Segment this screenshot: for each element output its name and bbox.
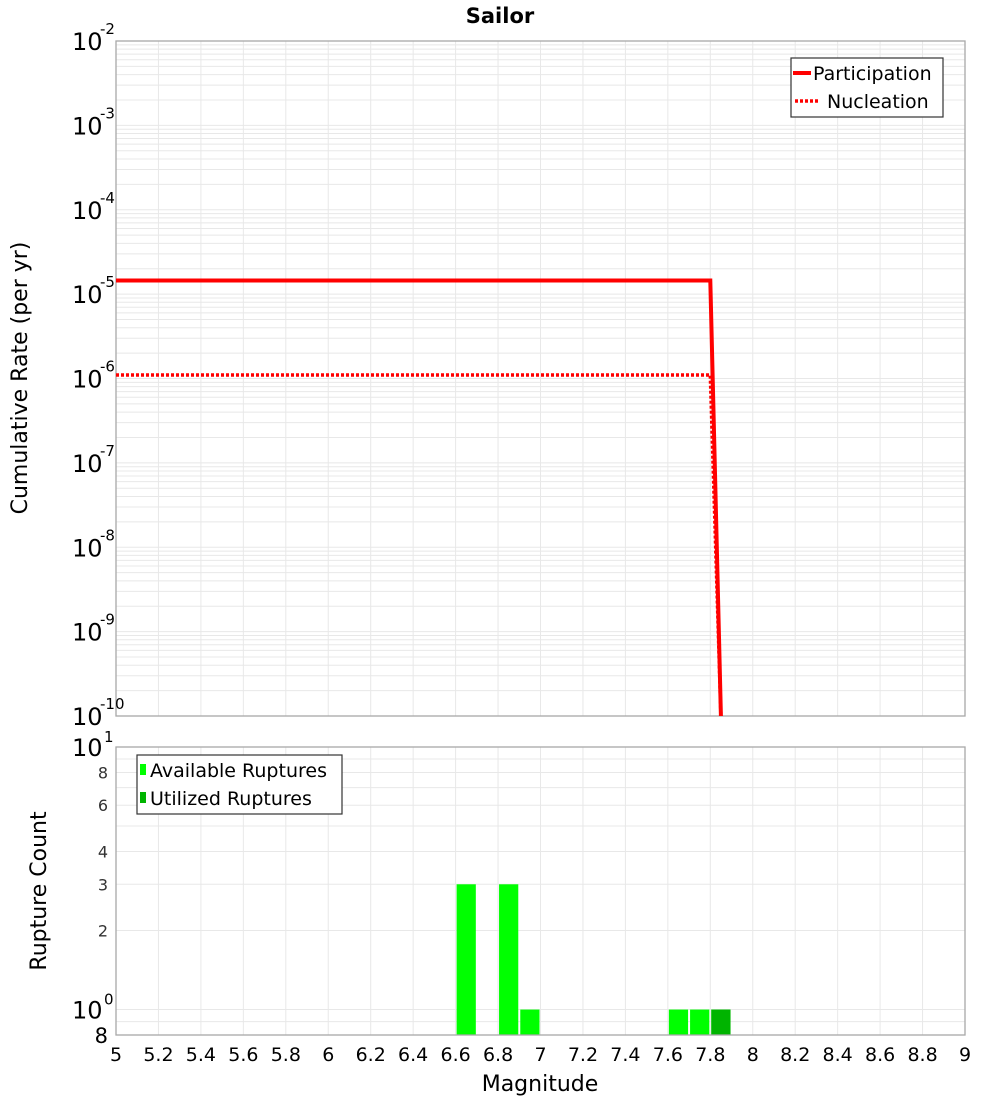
available-ruptures-bar (499, 884, 519, 1035)
svg-text:10: 10 (72, 281, 103, 309)
x-tick-label: 6.2 (356, 1044, 386, 1066)
x-tick-label: 7 (534, 1044, 546, 1066)
x-tick-label: 8.6 (865, 1044, 895, 1066)
svg-text:10: 10 (72, 112, 103, 140)
svg-text:1: 1 (104, 728, 114, 746)
rate-plot-grid (116, 41, 966, 717)
x-tick-label: 5.8 (271, 1044, 301, 1066)
y-tick-label: 10-3 (72, 104, 115, 140)
x-tick-label: 7.4 (610, 1044, 640, 1066)
available-ruptures-bar (668, 1009, 689, 1035)
svg-text:10: 10 (72, 703, 103, 731)
svg-text:-2: -2 (100, 20, 115, 38)
svg-text:-7: -7 (100, 442, 115, 460)
x-tick-label: 5.4 (186, 1044, 216, 1066)
svg-text:10: 10 (72, 28, 103, 56)
count-legend: Available Ruptures Utilized Ruptures (136, 754, 343, 815)
x-axis-label: Magnitude (482, 1072, 599, 1097)
svg-text:-9: -9 (100, 611, 115, 629)
available-legend-swatch (140, 764, 146, 775)
y-tick-label: 2 (98, 922, 108, 941)
y-tick-label: 10-8 (72, 526, 115, 562)
svg-text:10: 10 (72, 619, 103, 647)
y-tick-label: 6 (98, 796, 108, 815)
rate-series (116, 278, 723, 717)
x-tick-label: 8.2 (780, 1044, 810, 1066)
y-tick-label: 10-7 (72, 442, 115, 478)
x-tick-label: 5.6 (228, 1044, 258, 1066)
count-y-axis-label: Rupture Count (27, 811, 52, 971)
utilized-ruptures-bar (711, 1009, 731, 1035)
svg-text:10: 10 (72, 366, 103, 394)
y-tick-label: 10-5 (72, 273, 115, 309)
count-bars (456, 884, 731, 1035)
legend-participation: Participation (813, 63, 932, 85)
svg-text:10: 10 (72, 197, 103, 225)
y-tick-label: 10-10 (72, 695, 125, 731)
legend-available: Available Ruptures (150, 760, 327, 782)
x-tick-label: 5.2 (143, 1044, 173, 1066)
x-tick-label: 7.8 (695, 1044, 725, 1066)
x-tick-label: 6.6 (440, 1044, 470, 1066)
svg-text:-10: -10 (100, 695, 125, 713)
x-tick-label: 6 (322, 1044, 334, 1066)
svg-text:-4: -4 (100, 189, 115, 207)
svg-text:10: 10 (72, 450, 103, 478)
x-tick-label: 7.2 (568, 1044, 598, 1066)
nucleation-line (116, 373, 723, 717)
available-ruptures-bar (690, 1009, 710, 1035)
x-tick-label: 8.8 (907, 1044, 937, 1066)
x-tick-label: 8 (747, 1044, 759, 1066)
available-ruptures-bar (456, 884, 476, 1035)
legend-nucleation: Nucleation (827, 91, 929, 113)
y-tick-label: 4 (98, 842, 108, 861)
chart-title: Sailor (466, 4, 535, 28)
available-ruptures-bar (520, 1009, 540, 1035)
y-tick-label: 10 0 (72, 991, 114, 1025)
x-tick-label: 7.6 (653, 1044, 683, 1066)
y-tick-label: 10-4 (72, 189, 115, 225)
utilized-legend-swatch (140, 792, 146, 803)
svg-text:10: 10 (72, 997, 103, 1025)
x-tick-label: 5 (110, 1044, 122, 1066)
y-tick-label: 8 (98, 763, 108, 782)
y-tick-label: 10 1 (72, 728, 114, 762)
y-tick-label: 3 (98, 875, 108, 894)
x-tick-label: 9 (959, 1044, 971, 1066)
svg-text:-8: -8 (100, 526, 115, 544)
x-tick-label: 6.4 (398, 1044, 428, 1066)
x-tick-label: 8.4 (823, 1044, 853, 1066)
rate-y-tick-labels: 10-210-310-410-510-610-710-810-910-10 (72, 20, 125, 731)
svg-text:10: 10 (72, 534, 103, 562)
y-tick-label: 8 (95, 1024, 108, 1048)
legend-utilized: Utilized Ruptures (150, 788, 312, 810)
svg-text:-5: -5 (100, 273, 115, 291)
svg-text:-3: -3 (100, 104, 115, 122)
rate-y-axis-label: Cumulative Rate (per yr) (8, 242, 33, 515)
svg-text:10: 10 (72, 734, 103, 762)
rate-legend: Participation Nucleation (790, 57, 944, 118)
x-tick-labels: 5 5.2 5.4 5.6 5.8 6 6.2 6.4 6.6 6.8 7 7.2 7.4 7.6 7.8 8… (110, 1044, 971, 1066)
y-tick-label: 10-2 (72, 20, 115, 56)
y-tick-label: 10-6 (72, 358, 115, 394)
svg-text:0: 0 (104, 991, 114, 1009)
svg-text:-6: -6 (100, 358, 115, 376)
y-tick-label: 10-9 (72, 611, 115, 647)
x-tick-label: 6.8 (483, 1044, 513, 1066)
rate-plot: 10-210-310-410-510-610-710-810-910-10 Cu… (8, 20, 966, 731)
